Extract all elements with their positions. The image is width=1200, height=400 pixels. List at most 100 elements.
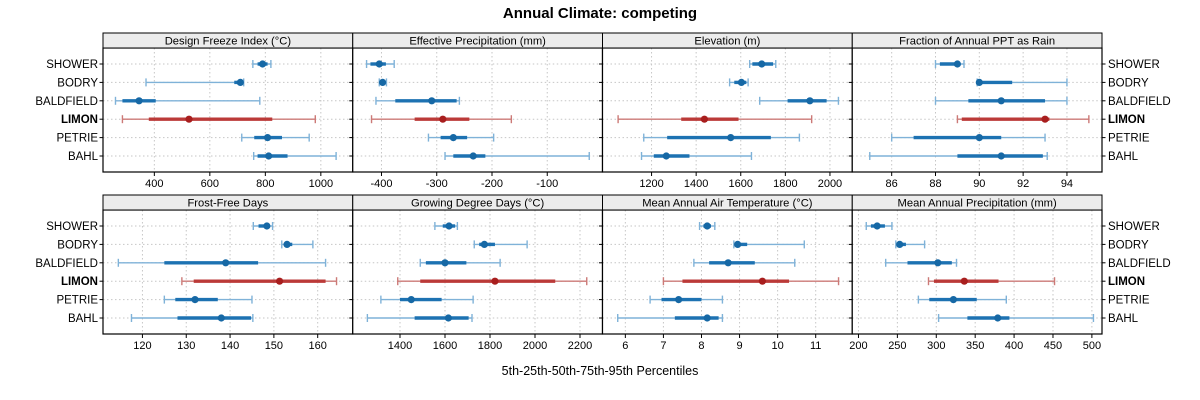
panel-4: 86 88 90 92 94 Fraction of Annual PPT as Rain (848, 32, 1106, 190)
median-dot (480, 240, 488, 248)
median-dot (191, 296, 199, 304)
axis-tick-label: -400 (370, 178, 392, 190)
axis-tick-label: 140 (221, 340, 239, 352)
median-dot (135, 97, 143, 105)
row-label-right-limon: LIMON (1108, 114, 1145, 126)
axis-tick-label: 600 (201, 178, 219, 190)
row-label-right-petrie: PETRIE (1108, 133, 1150, 145)
axis-tick-label: 350 (966, 340, 984, 352)
median-dot (375, 60, 383, 68)
strip-title: Mean Annual Precipitation (mm) (898, 198, 1057, 210)
median-dot (737, 78, 746, 86)
axis-tick-label: 300 (927, 340, 945, 352)
row-label-left-bahl: BAHL (68, 313, 99, 325)
median-dot (997, 152, 1005, 160)
median-dot (275, 277, 284, 285)
median-dot (806, 97, 814, 105)
row-label-right-baldfield: BALDFIELD (1108, 96, 1171, 108)
median-dot (700, 115, 709, 123)
axis-tick-label: -200 (481, 178, 503, 190)
panel-2: -400 -300 -200 -100 Effective Precipitation … (349, 32, 606, 190)
chart-title: Annual Climate: competing (502, 5, 698, 22)
axis-tick-label: 2000 (818, 178, 842, 190)
axis-tick-label: 500 (1083, 340, 1101, 352)
median-dot (428, 97, 436, 105)
median-dot (469, 152, 477, 160)
row-label-right-baldfield: BALDFIELD (1108, 258, 1171, 270)
axis-tick-label: 120 (133, 340, 151, 352)
panel-6: 1400 1600 1800 2000 2200 Growing Degree Days … (349, 194, 606, 352)
strip-header (851, 194, 1103, 211)
axis-tick-label: 11 (810, 340, 821, 352)
axis-tick-label: -300 (426, 178, 448, 190)
median-dot (449, 134, 457, 142)
median-dot (934, 259, 942, 267)
median-dot (873, 222, 881, 230)
median-dot (896, 240, 904, 248)
plot-area (352, 48, 603, 172)
row-label-right-petrie: PETRIE (1108, 295, 1150, 307)
median-dot (263, 134, 272, 142)
median-dot (407, 296, 415, 304)
median-dot (265, 152, 273, 160)
row-label-left-limon: LIMON (61, 114, 98, 126)
axis-tick-label: 150 (265, 340, 283, 352)
row-label-left-limon: LIMON (61, 276, 98, 288)
row-label-right-bodry: BODRY (1108, 239, 1149, 251)
strip-title: Design Freeze Index (°C) (165, 36, 292, 48)
median-dot (258, 60, 267, 68)
axis-tick-label: 1200 (639, 178, 663, 190)
median-dot (703, 314, 711, 322)
row-label-left-petrie: PETRIE (56, 295, 98, 307)
axis-tick-label: 10 (772, 340, 784, 352)
axis-tick-label: 250 (888, 340, 906, 352)
row-label-left-bodry: BODRY (57, 239, 98, 251)
median-dot (378, 78, 387, 86)
axis-tick-label: 2200 (568, 340, 592, 352)
axis-tick-label: 2000 (523, 340, 547, 352)
plot-area (852, 48, 1102, 172)
median-dot (222, 259, 230, 267)
median-dot (724, 259, 732, 267)
median-dot (960, 277, 968, 285)
row-label-right-bahl: BAHL (1108, 151, 1139, 163)
panel-1: 400 600 800 1000 Design Freeze Index (°C) (99, 32, 357, 190)
row-label-left-baldfield: BALDFIELD (35, 96, 98, 108)
axis-tick-label: 130 (177, 340, 195, 352)
plot-area (602, 48, 853, 172)
median-dot (283, 240, 291, 248)
median-dot (997, 97, 1005, 105)
median-dot (994, 314, 1002, 322)
x-axis-caption: 5th-25th-50th-75th-95th Percentiles (501, 364, 699, 378)
axis-tick-label: 1400 (388, 340, 412, 352)
median-dot (439, 115, 447, 123)
row-label-left-bodry: BODRY (57, 77, 98, 89)
row-label-left-bahl: BAHL (68, 151, 99, 163)
axis-tick-label: 90 (973, 178, 985, 190)
axis-tick-label: 400 (1005, 340, 1023, 352)
row-label-right-shower: SHOWER (1108, 59, 1160, 71)
median-dot (441, 259, 449, 267)
row-label-left-shower: SHOWER (46, 221, 98, 233)
row-label-right-limon: LIMON (1108, 276, 1145, 288)
median-dot (444, 314, 452, 322)
median-dot (758, 277, 767, 285)
plot-area (103, 210, 353, 334)
median-dot (491, 277, 499, 285)
axis-tick-label: 8 (698, 340, 704, 352)
axis-tick-label: 1000 (309, 178, 333, 190)
plot-area (103, 48, 353, 172)
median-dot (949, 296, 957, 304)
median-dot (236, 78, 244, 86)
axis-tick-label: 1600 (729, 178, 753, 190)
median-dot (975, 134, 983, 142)
axis-tick-label: 9 (736, 340, 742, 352)
median-dot (185, 115, 193, 123)
strip-title: Elevation (m) (694, 36, 760, 48)
axis-tick-label: 88 (929, 178, 941, 190)
axis-tick-label: 200 (849, 340, 867, 352)
strip-title: Mean Annual Air Temperature (°C) (642, 198, 813, 210)
median-dot (1041, 115, 1049, 123)
